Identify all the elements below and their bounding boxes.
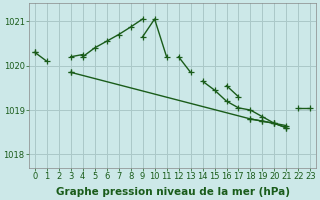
X-axis label: Graphe pression niveau de la mer (hPa): Graphe pression niveau de la mer (hPa) bbox=[56, 187, 290, 197]
